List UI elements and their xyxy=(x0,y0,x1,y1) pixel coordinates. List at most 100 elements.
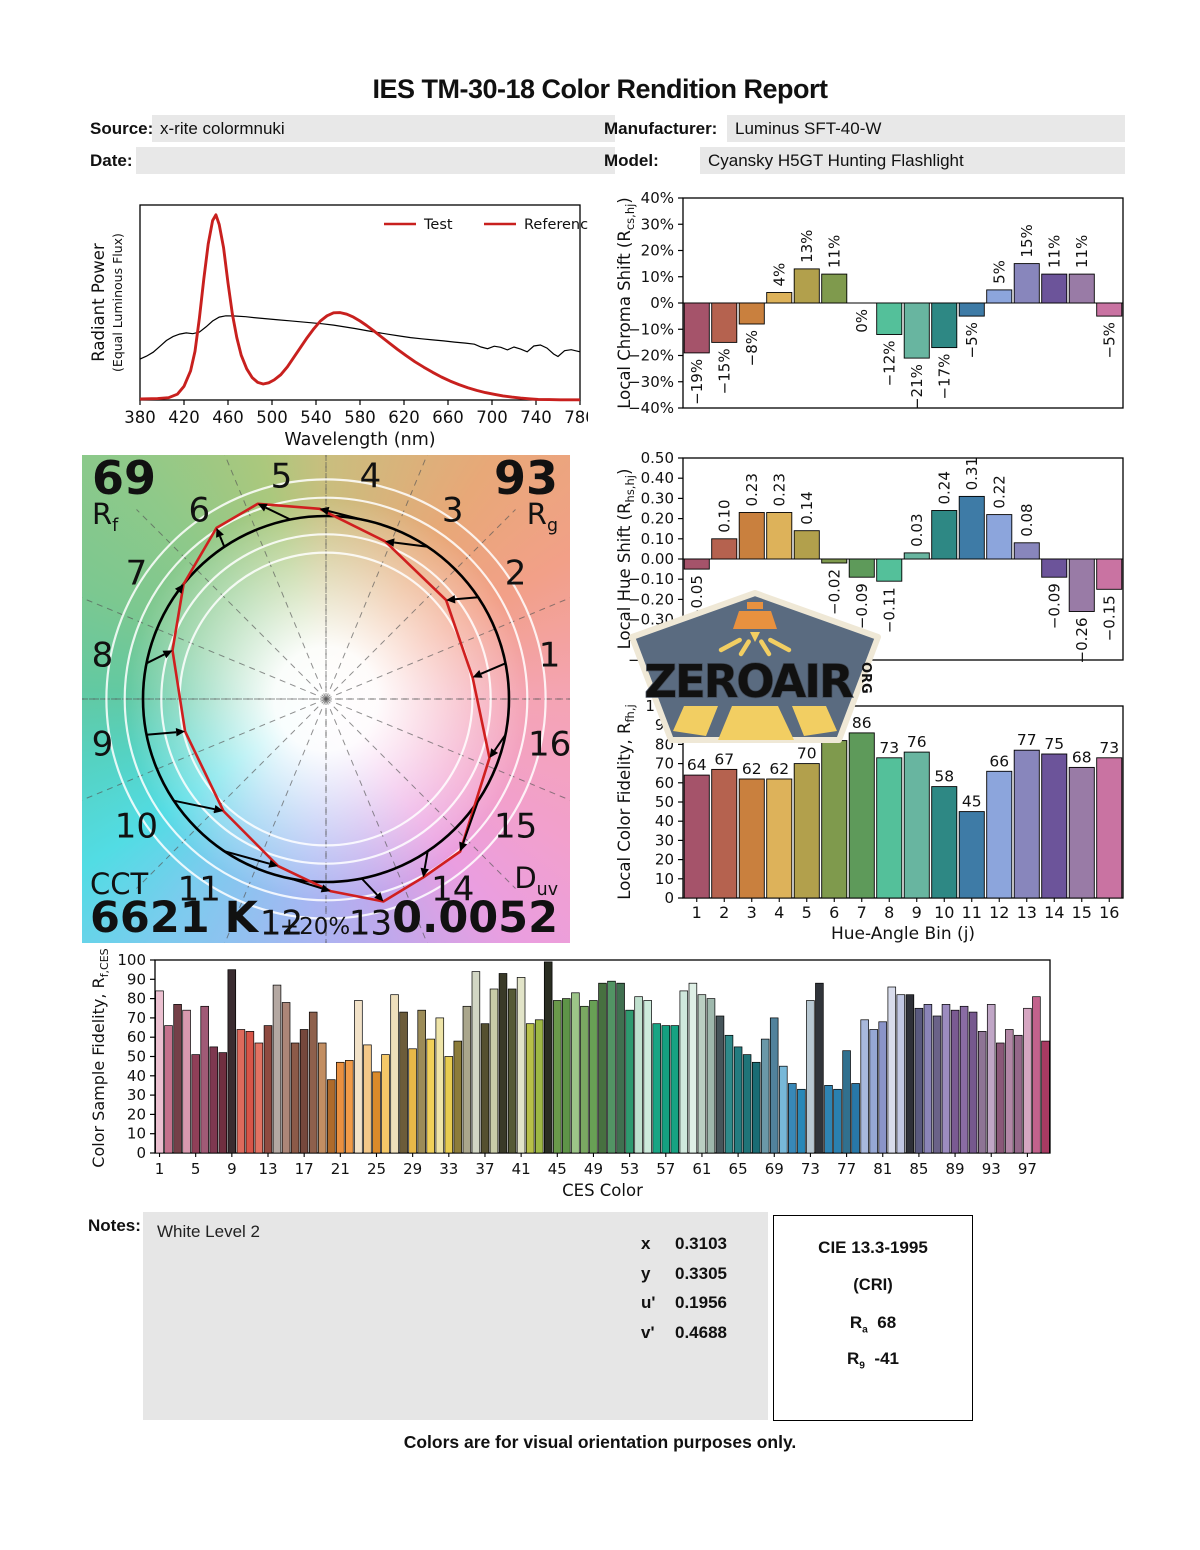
svg-text:61: 61 xyxy=(692,1160,711,1178)
manufacturer-field: Luminus SFT-40-W xyxy=(727,115,1125,142)
svg-text:10: 10 xyxy=(934,903,954,922)
manufacturer-label: Manufacturer: xyxy=(604,119,718,138)
chromaticity-row: v' 0.4688 xyxy=(641,1322,727,1342)
cct-label: CCT xyxy=(90,866,149,901)
svg-text:17: 17 xyxy=(295,1160,314,1178)
svg-text:10: 10 xyxy=(127,1125,146,1143)
svg-text:57: 57 xyxy=(656,1160,675,1178)
svg-text:76: 76 xyxy=(907,733,927,751)
svg-text:2: 2 xyxy=(505,553,527,593)
svg-text:40: 40 xyxy=(655,812,674,830)
svg-text:53: 53 xyxy=(620,1160,639,1178)
svg-text:81: 81 xyxy=(873,1160,892,1178)
svg-text:Reference: Reference xyxy=(524,217,588,233)
notes-text: White Level 2 xyxy=(157,1222,260,1241)
svg-text:1: 1 xyxy=(539,636,561,676)
svg-text:0: 0 xyxy=(136,1144,146,1162)
svg-text:3: 3 xyxy=(442,490,464,530)
svg-text:0.10: 0.10 xyxy=(715,499,733,532)
svg-text:−17%: −17% xyxy=(935,354,953,400)
svg-text:9: 9 xyxy=(227,1160,237,1178)
svg-text:11: 11 xyxy=(962,903,982,922)
svg-text:90: 90 xyxy=(127,970,146,988)
svg-text:ZEROAIR: ZEROAIR xyxy=(644,655,853,708)
svg-text:62: 62 xyxy=(742,760,762,778)
svg-text:20: 20 xyxy=(655,851,674,869)
page-title: IES TM-30-18 Color Rendition Report xyxy=(372,74,828,104)
svg-text:10%: 10% xyxy=(641,268,674,286)
svg-text:0%: 0% xyxy=(650,294,674,312)
duv-label: Duv xyxy=(514,860,558,900)
svg-text:65: 65 xyxy=(729,1160,748,1178)
svg-text:41: 41 xyxy=(512,1160,531,1178)
svg-text:21: 21 xyxy=(331,1160,350,1178)
svg-text:660: 660 xyxy=(432,408,464,427)
svg-text:33: 33 xyxy=(439,1160,458,1178)
notes-field: White Level 2 xyxy=(143,1212,768,1420)
svg-text:75: 75 xyxy=(1044,735,1064,753)
cri-title: CIE 13.3-1995 xyxy=(818,1238,928,1257)
model-label: Model: xyxy=(604,151,659,170)
svg-text:100: 100 xyxy=(117,951,146,969)
svg-text:0.00: 0.00 xyxy=(641,550,674,568)
svg-text:30: 30 xyxy=(127,1086,146,1104)
svg-text:50: 50 xyxy=(655,793,674,811)
svg-text:Color Sample Fidelity, Rf,CESi: Color Sample Fidelity, Rf,CESi xyxy=(89,948,111,1168)
svg-text:70: 70 xyxy=(127,1009,146,1027)
svg-text:70: 70 xyxy=(655,755,674,773)
source-field: x-rite colormnuki xyxy=(152,115,615,142)
svg-text:3: 3 xyxy=(747,903,757,922)
svg-text:0: 0 xyxy=(664,889,674,907)
ra-row: Ra 68 xyxy=(849,1313,897,1336)
svg-text:−15%: −15% xyxy=(715,348,733,394)
svg-text:4: 4 xyxy=(774,903,784,922)
svg-text:77: 77 xyxy=(1017,731,1037,749)
svg-text:80: 80 xyxy=(127,990,146,1008)
svg-text:−5%: −5% xyxy=(1100,322,1118,358)
svg-text:86: 86 xyxy=(852,714,872,732)
svg-text:16: 16 xyxy=(1099,903,1119,922)
svg-text:58: 58 xyxy=(934,768,954,786)
svg-text:0.23: 0.23 xyxy=(770,473,788,506)
rg-label: Rg xyxy=(526,496,558,536)
svg-text:11%: 11% xyxy=(1073,235,1091,268)
svg-text:68: 68 xyxy=(1072,748,1092,766)
svg-text:−21%: −21% xyxy=(908,364,926,410)
svg-text:380: 380 xyxy=(124,408,156,427)
svg-text:0.23: 0.23 xyxy=(743,473,761,506)
svg-text:30%: 30% xyxy=(641,215,674,233)
svg-text:700: 700 xyxy=(476,408,508,427)
svg-text:500: 500 xyxy=(256,408,288,427)
local-chroma-shift-chart: 40% 30% 20% 10% 0% −10% −20% −30% −40% −19% −15% −8… xyxy=(613,188,1143,432)
svg-text:CES Color: CES Color xyxy=(562,1181,643,1200)
svg-text:0.14: 0.14 xyxy=(798,491,816,524)
svg-text:0%: 0% xyxy=(853,309,871,333)
svg-text:−12%: −12% xyxy=(880,341,898,387)
svg-text:15: 15 xyxy=(494,807,537,847)
svg-text:−10%: −10% xyxy=(628,320,674,338)
svg-text:0.22: 0.22 xyxy=(990,475,1008,508)
svg-text:−0.10: −0.10 xyxy=(628,570,674,588)
svg-text:10: 10 xyxy=(115,807,158,847)
svg-text:97: 97 xyxy=(1018,1160,1037,1178)
svg-text:40: 40 xyxy=(127,1067,146,1085)
svg-text:25: 25 xyxy=(367,1160,386,1178)
svg-text:−0.02: −0.02 xyxy=(825,569,843,615)
local-color-fidelity-chart: 0102030405060708090100641672623624705826… xyxy=(613,697,1143,950)
svg-text:0.40: 0.40 xyxy=(641,469,674,487)
svg-text:4: 4 xyxy=(360,456,382,496)
svg-text:8: 8 xyxy=(92,636,114,676)
svg-text:7: 7 xyxy=(126,553,148,593)
svg-text:Local Color Fidelity, Rfh,j: Local Color Fidelity, Rfh,j xyxy=(615,704,637,899)
date-label: Date: xyxy=(90,151,133,170)
svg-text:10: 10 xyxy=(655,870,674,888)
rf-label: Rf xyxy=(92,496,119,536)
chromaticity-row: x 0.3103 xyxy=(641,1234,727,1253)
r9-row: R9 -41 xyxy=(847,1349,899,1372)
svg-text:−19%: −19% xyxy=(688,359,706,405)
svg-text:11%: 11% xyxy=(1045,235,1063,268)
svg-text:45: 45 xyxy=(962,793,982,811)
svg-text:45: 45 xyxy=(548,1160,567,1178)
svg-text:0.30: 0.30 xyxy=(641,489,674,507)
svg-text:7: 7 xyxy=(857,903,867,922)
